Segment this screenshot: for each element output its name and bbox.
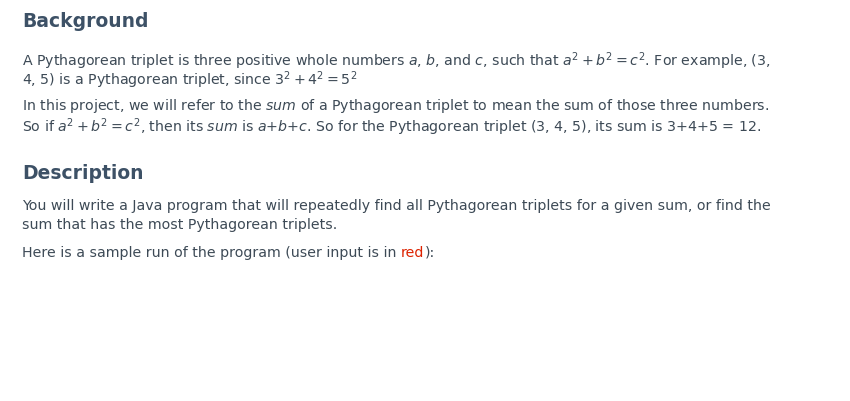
Text: Here is a sample run of the program (user input is in: Here is a sample run of the program (use… xyxy=(22,245,401,259)
Text: Background: Background xyxy=(22,12,149,31)
Text: Description: Description xyxy=(22,164,144,182)
Text: A Pythagorean triplet is three positive whole numbers $a$, $b$, and $c$, such th: A Pythagorean triplet is three positive … xyxy=(22,50,771,71)
Text: 4, 5) is a Pythagorean triplet, since $3^2 + 4^2 = 5^2$: 4, 5) is a Pythagorean triplet, since $3… xyxy=(22,69,357,90)
Text: So if $a^2 + b^2 = c^2$, then its $\mathit{sum}$ is $\mathit{a{+}b{+}c}$. So for: So if $a^2 + b^2 = c^2$, then its $\math… xyxy=(22,116,761,137)
Text: In this project, we will refer to the $\mathit{sum}$ of a Pythagorean triplet to: In this project, we will refer to the $\… xyxy=(22,97,769,115)
Text: ):: ): xyxy=(424,245,434,259)
Text: red: red xyxy=(401,245,424,259)
Text: sum that has the most Pythagorean triplets.: sum that has the most Pythagorean triple… xyxy=(22,217,337,231)
Text: You will write a Java program that will repeatedly find all Pythagorean triplets: You will write a Java program that will … xyxy=(22,198,771,213)
